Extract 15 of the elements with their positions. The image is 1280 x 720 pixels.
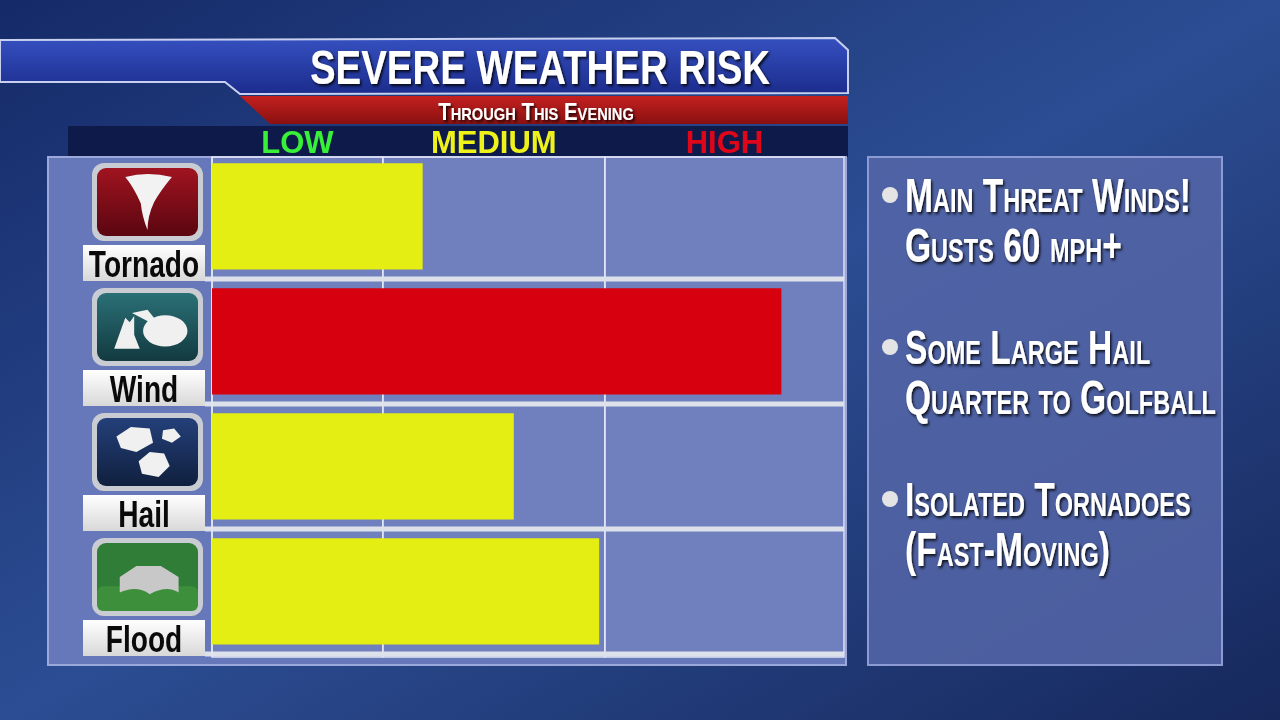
band-label: LOW bbox=[261, 125, 335, 160]
band-label: HIGH bbox=[685, 125, 764, 160]
chart-title: SEVERE WEATHER RISK bbox=[309, 40, 771, 94]
bar bbox=[212, 413, 514, 520]
text: Some Large Hail Quarter to Golfball bbox=[905, 319, 1216, 425]
bar bbox=[212, 288, 782, 395]
text: Main Threat Winds! Gusts 60 mph+ bbox=[905, 167, 1192, 273]
chart-subtitle: Through This Evening bbox=[438, 98, 634, 126]
y-tick-label: Wind bbox=[109, 368, 179, 410]
text: Isolated Tornadoes (Fast-Moving) bbox=[905, 471, 1191, 577]
bar bbox=[212, 163, 423, 270]
bar bbox=[212, 538, 600, 645]
y-tick-label: Hail bbox=[118, 493, 170, 535]
y-tick-label: Flood bbox=[105, 618, 183, 660]
band-label: MEDIUM bbox=[430, 125, 557, 160]
